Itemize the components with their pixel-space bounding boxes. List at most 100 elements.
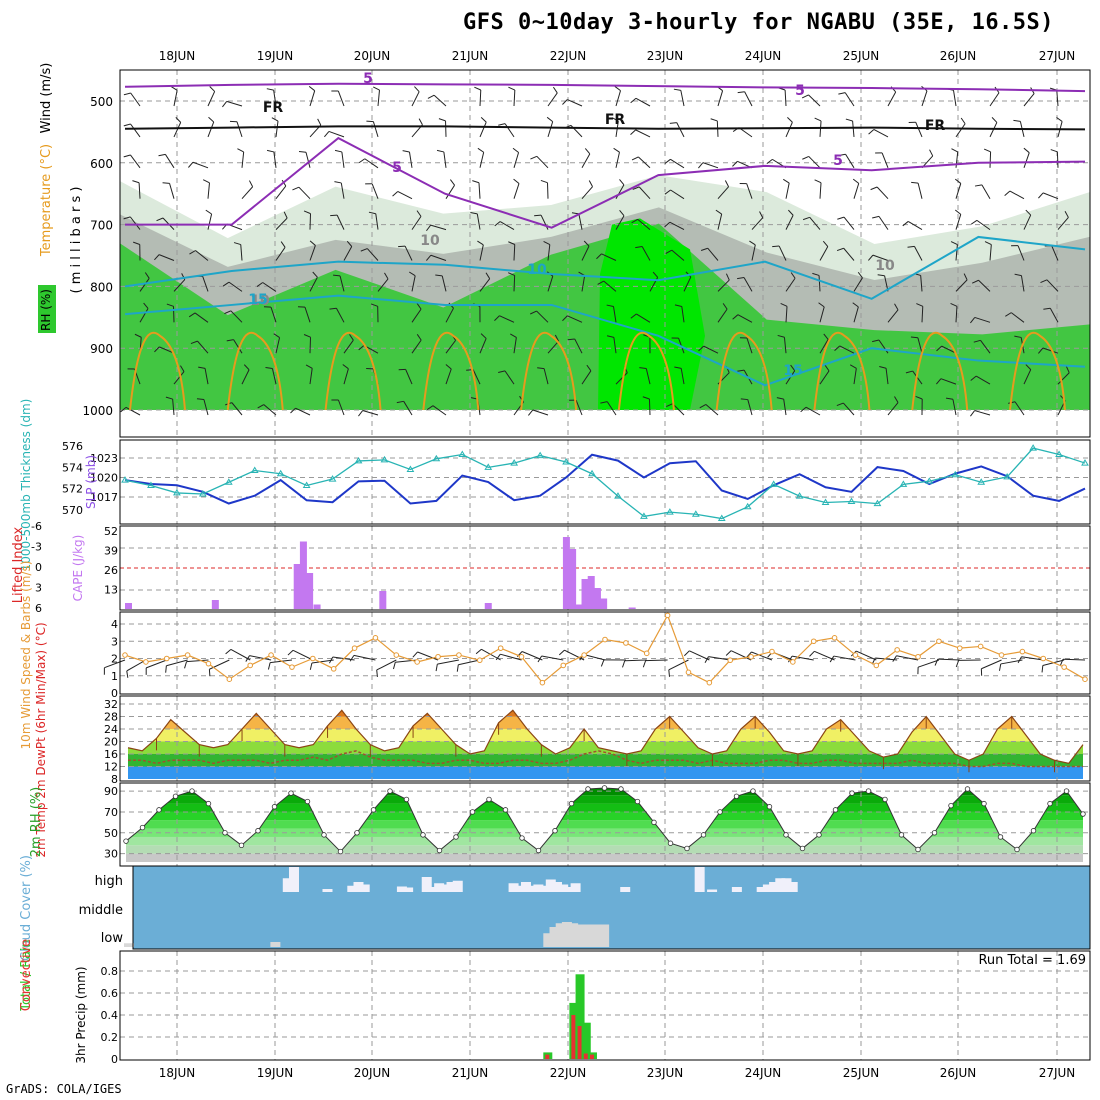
wind-speed-marker <box>330 666 337 672</box>
cloud-bar-high <box>514 885 525 892</box>
cloud-bar-high <box>520 882 531 892</box>
wind-barb <box>130 154 141 169</box>
wind-barb <box>981 184 991 199</box>
rh-color-band <box>126 803 1083 812</box>
wind-barb-flag <box>436 149 444 153</box>
wind-barb-flag <box>495 653 501 661</box>
wind-barb-flag <box>984 241 992 246</box>
rh-marker <box>667 840 674 846</box>
wind-barb <box>275 247 286 261</box>
wind-barb-flag <box>668 669 671 677</box>
cloud-bar-low <box>124 943 134 947</box>
wind-barb <box>1046 279 1059 292</box>
rh-color-band <box>126 828 1083 837</box>
wind-barb <box>207 182 210 199</box>
cloud-bar-high <box>756 887 767 892</box>
x-tick-label-top: 27JUN <box>1039 49 1076 63</box>
rh-marker <box>783 832 789 838</box>
wind-barb <box>241 186 254 200</box>
wind-barb-flag <box>788 209 794 216</box>
wind-barb <box>472 369 481 385</box>
precip-tick-label: 0.6 <box>101 987 119 1000</box>
rh-marker <box>304 798 311 805</box>
wind-barb <box>130 123 141 138</box>
wind-barb <box>751 244 756 261</box>
rh-marker <box>469 809 476 815</box>
wind-barb <box>681 306 685 323</box>
rh-marker <box>420 832 426 838</box>
wind-barb <box>377 90 380 107</box>
wind-barb-flag <box>162 182 170 184</box>
wind-barb-flag <box>802 216 810 221</box>
wind-barb <box>955 123 966 138</box>
rh-legend-box <box>38 285 56 333</box>
x-tick-label-bottom: 23JUN <box>647 1066 684 1080</box>
cloud-bar-high <box>570 883 581 892</box>
wind-speed-marker <box>1019 648 1026 655</box>
rh-marker <box>288 790 294 796</box>
footer-credit: GrADS: COLA/IGES <box>6 1082 122 1096</box>
wind-speed-marker <box>414 659 420 665</box>
isotherm-20 <box>422 331 480 411</box>
wind-barb <box>819 246 829 261</box>
wind-barb <box>275 185 287 200</box>
x-tick-label-bottom: 25JUN <box>843 1066 880 1080</box>
wind-barb <box>173 90 178 107</box>
cloud-bar-high <box>694 867 705 892</box>
cloud-bar-low <box>543 933 554 947</box>
wind-barb <box>309 337 312 354</box>
rh-marker <box>519 835 525 841</box>
rh-axis-label: 2m RH (%) <box>29 787 44 858</box>
temp-axis-label: 2m Temp 2m DewPt (6hr Min/Max) (°C) <box>34 622 48 857</box>
wind-barb <box>309 245 316 261</box>
wind-barb-flag <box>849 364 857 369</box>
wind-barb-flag <box>287 649 294 656</box>
wind-barb <box>139 308 149 323</box>
wind-barb-flag <box>1056 116 1063 122</box>
wind-barb <box>305 152 311 168</box>
wind-barb-flag <box>868 254 874 261</box>
wind-barb <box>955 151 959 168</box>
wind-barb <box>192 161 209 169</box>
wind-barb <box>670 158 685 169</box>
wind-barb-flag <box>292 186 300 191</box>
wind-barb <box>172 399 175 416</box>
wind-barb-flag <box>824 364 830 372</box>
x-tick-label-top: 18JUN <box>159 49 196 63</box>
wind-barb-flag <box>664 189 671 195</box>
wind-barb-flag <box>180 365 185 372</box>
wind-barb <box>917 337 923 354</box>
wind-barb-flag <box>209 86 216 92</box>
wind-barb-flag <box>1038 192 1044 199</box>
wind-barb <box>270 306 277 323</box>
wind-barb <box>635 129 651 138</box>
wind-barb <box>635 97 651 107</box>
wind-barb <box>1023 369 1032 385</box>
slp-thickness-frame <box>119 439 1091 525</box>
wind-speed-marker <box>226 676 233 683</box>
wind-barb <box>567 315 583 323</box>
wind-barb <box>273 90 277 107</box>
wind-barb-flag <box>280 241 286 248</box>
wind-barb-flag <box>1041 665 1044 673</box>
wind-barb-flag <box>540 179 548 184</box>
wind-barb-flag <box>642 660 647 668</box>
rh-marker <box>964 786 971 792</box>
rh-marker <box>684 845 690 852</box>
wind-barb <box>989 92 1000 107</box>
wind-barb <box>853 183 860 199</box>
wind-speed-marker <box>1040 655 1047 662</box>
wind-barb <box>717 308 728 323</box>
wind-barb-flag <box>929 149 934 157</box>
wind-barb-flag <box>724 180 730 187</box>
wind-barb <box>976 219 991 231</box>
wind-barb-flag <box>954 209 962 215</box>
wind-barb <box>353 654 376 661</box>
wind-barb-flag <box>309 240 316 246</box>
wind-tick-label: 0 <box>111 687 118 700</box>
wind-barb-flag <box>265 367 273 370</box>
wind-barb <box>513 244 516 261</box>
wind-barb <box>231 402 243 416</box>
thickness-marker <box>224 478 233 485</box>
